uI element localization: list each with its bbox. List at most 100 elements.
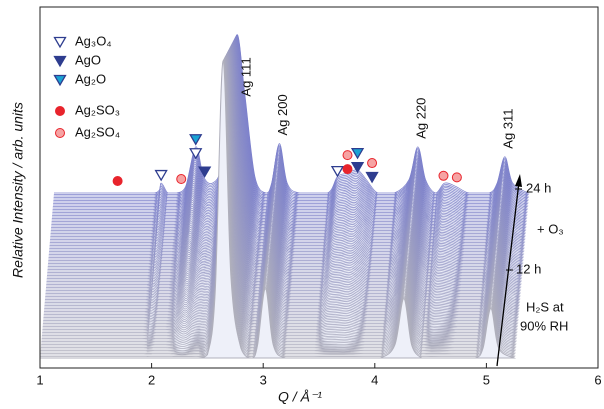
waterfall-trace — [46, 48, 523, 281]
waterfall-trace — [53, 34, 530, 195]
time-label: 24 h — [526, 180, 551, 195]
waterfall-trace — [47, 47, 523, 276]
waterfall-trace — [42, 55, 519, 329]
x-tick-label: 4 — [371, 372, 378, 387]
waterfall-trace — [42, 55, 519, 324]
overlay: 1 2 3 4 5 6 Ag 111 Ag 200 Ag 220 Ag 311 Ag₃O₄ AgO Ag… — [36, 33, 601, 387]
waterfall-trace — [49, 42, 526, 243]
peak-label: Ag 220 — [413, 98, 428, 139]
waterfall-trace — [45, 50, 521, 294]
waterfall-trace — [43, 53, 520, 315]
waterfall-trace — [41, 57, 518, 341]
phase-marker — [198, 166, 212, 178]
waterfall-trace — [49, 42, 525, 248]
waterfall-trace — [45, 49, 522, 290]
waterfall-trace — [40, 59, 517, 353]
waterfall-trace — [44, 52, 520, 309]
waterfall-trace — [48, 45, 524, 261]
waterfall-trace — [47, 46, 523, 272]
legend-label: Ag₃O₄ — [75, 33, 112, 48]
phase-marker — [350, 161, 365, 174]
waterfall-trace — [44, 52, 520, 311]
waterfall-trace — [47, 46, 524, 270]
x-tick-label: 3 — [260, 372, 267, 387]
waterfall-trace — [44, 52, 520, 308]
waterfall-trace — [40, 58, 517, 348]
waterfall-trace — [43, 53, 520, 314]
waterfall-trace — [42, 55, 519, 326]
peak-label: Ag 200 — [275, 94, 290, 135]
waterfall-trace — [47, 46, 524, 269]
waterfall-trace — [43, 54, 519, 318]
legend-label: Ag₂O — [75, 71, 106, 86]
waterfall-trace — [48, 44, 525, 255]
waterfall-trace — [45, 51, 521, 299]
waterfall-trace — [43, 54, 519, 320]
condition-label: 90% RH — [520, 318, 568, 333]
phase-marker — [451, 172, 462, 183]
waterfall-trace — [45, 50, 522, 293]
phase-marker — [367, 158, 378, 169]
x-axis-label: Q / Å⁻¹ — [278, 389, 322, 405]
time-label: 12 h — [516, 261, 541, 276]
waterfall-trace — [45, 50, 521, 297]
waterfall-trace — [42, 56, 518, 332]
x-tick-label: 5 — [483, 372, 490, 387]
waterfall-trace — [41, 57, 518, 338]
phase-marker — [53, 36, 67, 49]
waterfall-trace — [46, 49, 522, 287]
waterfall-trace — [41, 57, 518, 336]
time-label: + O₃ — [537, 221, 564, 236]
waterfall-trace — [46, 48, 522, 285]
waterfall-trace — [48, 45, 524, 264]
phase-marker — [189, 148, 203, 160]
waterfall-trace — [46, 48, 523, 282]
waterfall-trace — [43, 53, 520, 312]
waterfall-trace — [43, 54, 519, 323]
waterfall-trace — [47, 45, 524, 266]
waterfall-trace — [43, 54, 519, 321]
y-axis-label: Relative Intensity / arb. units — [10, 102, 26, 278]
legend-label: Ag₂SO₃ — [75, 102, 120, 117]
traces — [40, 34, 530, 359]
waterfall-trace — [50, 41, 526, 239]
waterfall-trace — [45, 50, 521, 296]
legend-label: Ag₂SO₄ — [75, 124, 120, 139]
phase-marker — [189, 134, 203, 146]
waterfall-trace — [40, 60, 516, 357]
legend-label: AgO — [75, 52, 101, 67]
waterfall-trace — [44, 51, 521, 300]
phase-marker — [438, 170, 449, 181]
waterfall-trace — [44, 52, 520, 306]
waterfall-trace — [41, 58, 517, 347]
phase-marker — [112, 176, 123, 186]
phase-marker — [342, 150, 353, 161]
waterfall-trace — [42, 56, 518, 333]
time-arrowhead — [515, 174, 522, 187]
waterfall-trace — [52, 36, 529, 209]
waterfall-trace — [46, 47, 523, 278]
phase-marker — [55, 128, 65, 138]
phase-marker — [365, 171, 379, 184]
waterfall-trace — [49, 42, 526, 245]
waterfall-trace — [47, 46, 524, 267]
phase-marker — [55, 106, 65, 116]
peak-label: Ag 111 — [238, 57, 253, 96]
waterfall-trace — [49, 41, 526, 242]
waterfall-trace — [42, 56, 518, 330]
waterfall-trace — [47, 47, 523, 275]
waterfall-trace — [44, 51, 521, 302]
time-arrow — [496, 181, 520, 367]
phase-marker — [154, 169, 168, 182]
x-tick-label: 2 — [148, 372, 155, 387]
waterfall-trace — [40, 59, 517, 350]
waterfall-trace — [40, 60, 516, 356]
waterfall-trace — [44, 51, 521, 303]
waterfall-trace — [46, 48, 522, 284]
waterfall-trace — [48, 43, 525, 254]
trace-24h — [54, 34, 530, 194]
waterfall-trace — [41, 57, 518, 339]
plot-frame — [39, 6, 599, 369]
